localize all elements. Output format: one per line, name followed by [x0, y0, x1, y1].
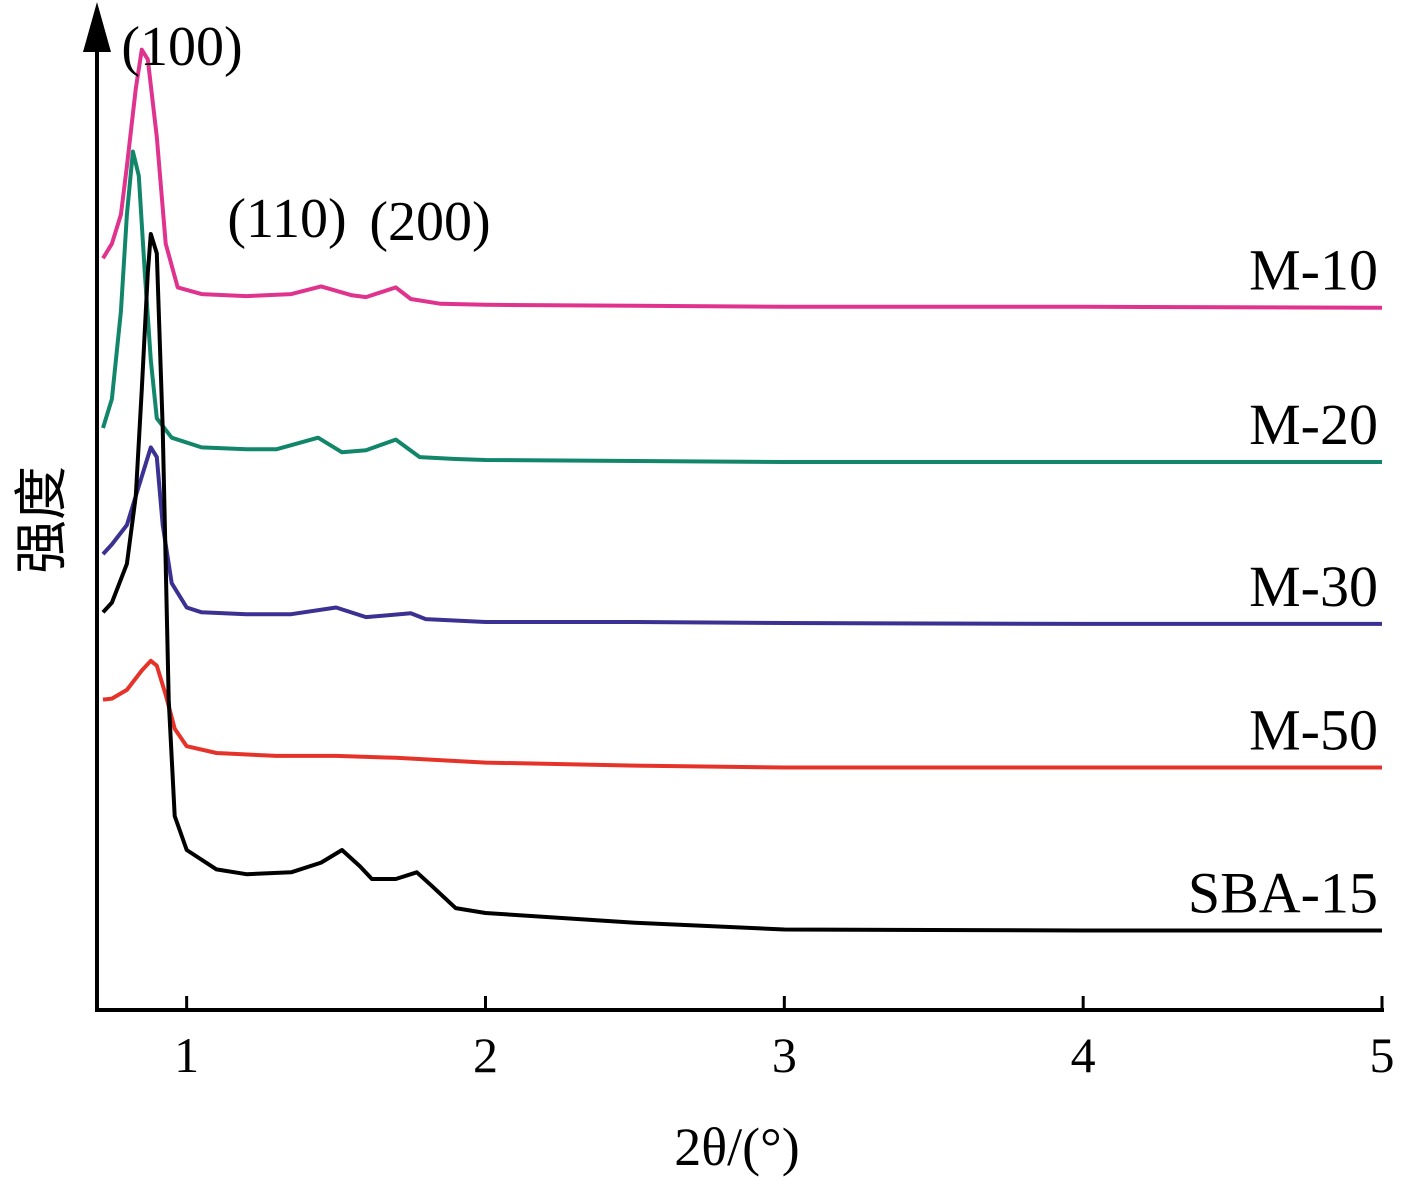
series-label-m-30: M-30: [1249, 554, 1378, 619]
series-curves: [101, 47, 1383, 933]
series-labels: M-10 M-20 M-30 M-50 SBA-15: [1188, 238, 1378, 926]
x-tick-label: 1: [174, 1027, 199, 1083]
axes: [83, 2, 1384, 1012]
y-axis-label: 强度: [12, 466, 72, 574]
series-line-m-20: [101, 149, 1382, 464]
chart-labels: 2θ/(°) 强度 (100) (110) (200): [12, 16, 800, 1177]
series-label-m-50: M-50: [1249, 698, 1378, 763]
x-tick-label: 4: [1071, 1027, 1096, 1083]
x-tick-label: 3: [772, 1027, 797, 1083]
peak-label-110: (110): [227, 188, 346, 250]
series-label-m-20: M-20: [1249, 392, 1378, 457]
peak-label-200: (200): [369, 191, 490, 253]
x-axis-label: 2θ/(°): [674, 1117, 799, 1177]
x-ticks: 1 2 3 4 5: [174, 996, 1395, 1083]
series-line-m-50: [102, 658, 1382, 770]
x-tick-label: 2: [473, 1027, 498, 1083]
series-line-m-30: [101, 445, 1382, 626]
x-tick-label: 5: [1370, 1027, 1395, 1083]
peak-label-100: (100): [121, 16, 242, 78]
series-line-m-10: [101, 47, 1383, 310]
series-label-m-10: M-10: [1249, 238, 1378, 303]
y-axis-arrow: [83, 2, 111, 52]
series-line-sba-15: [101, 232, 1382, 933]
series-label-sba-15: SBA-15: [1188, 860, 1378, 925]
